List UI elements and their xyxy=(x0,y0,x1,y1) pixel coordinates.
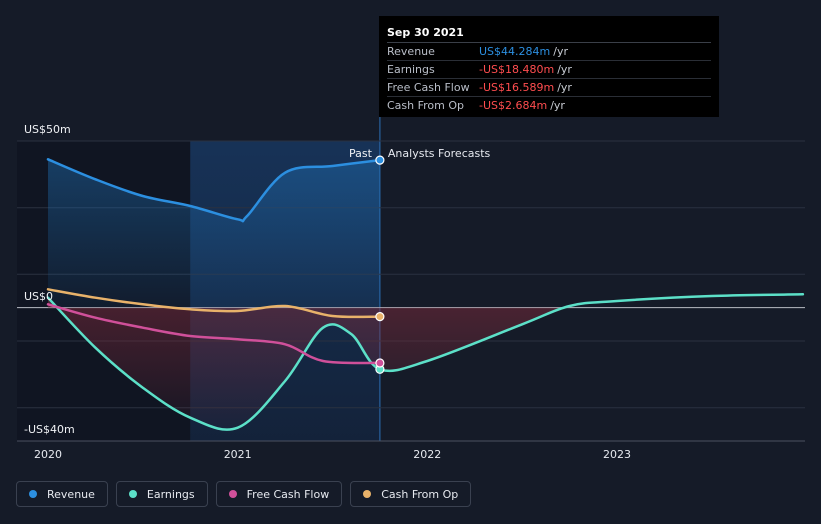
x-tick-label-2022: 2022 xyxy=(413,448,441,461)
x-tick-label-2021: 2021 xyxy=(224,448,252,461)
cash-from-op-line xyxy=(46,288,382,319)
revenue-marker xyxy=(375,155,385,165)
tooltip-row-unit: /yr xyxy=(553,45,568,58)
tooltip-row-unit: /yr xyxy=(557,81,572,94)
tooltip-panel: Sep 30 2021 Revenue US$44.284m/yr Earnings… xyxy=(379,16,719,117)
tooltip-row-value: -US$2.684m xyxy=(479,99,548,112)
tooltip-row-value: -US$18.480m xyxy=(479,63,555,76)
tooltip-row: Cash From Op -US$2.684m/yr xyxy=(387,97,711,114)
legend-item-label: Revenue xyxy=(47,487,95,501)
tooltip-row: Earnings -US$18.480m/yr xyxy=(387,61,711,79)
x-tick-label-2020: 2020 xyxy=(34,448,62,461)
chart-svg: US$50m US$0 -US$40m 2020 2021 2022 2023 Past Ana… xyxy=(17,16,805,461)
legend-dot-icon xyxy=(29,490,37,498)
x-tick-label-2023: 2023 xyxy=(603,448,631,461)
tooltip-row: Revenue US$44.284m/yr xyxy=(387,43,711,61)
free-cash-flow-line xyxy=(46,303,382,365)
forecast-label: Analysts Forecasts xyxy=(388,147,491,160)
legend-item-cash-from-op[interactable]: Cash From Op xyxy=(350,481,472,507)
tooltip-row-value: US$44.284m xyxy=(479,45,551,58)
y-axis-bottom-label: -US$40m xyxy=(24,423,75,436)
past-label: Past xyxy=(349,147,373,160)
earnings-line xyxy=(46,293,805,431)
legend-item-label: Earnings xyxy=(146,487,195,501)
legend-dot-icon xyxy=(228,490,237,498)
legend-item-free-cash-flow[interactable]: Free Cash Flow xyxy=(215,481,343,507)
y-axis-top-label: US$50m xyxy=(24,123,71,136)
tooltip-row-label: Cash From Op xyxy=(387,99,465,112)
tooltip-row: Free Cash Flow -US$16.589m/yr xyxy=(387,79,711,97)
legend-dot-icon xyxy=(128,490,137,498)
legend-dot-icon xyxy=(363,490,372,498)
legend: Revenue Earnings Free Cash Flow Cash From O… xyxy=(16,481,472,509)
legend-item-label: Free Cash Flow xyxy=(246,487,330,501)
tooltip-row-label: Revenue xyxy=(387,45,435,58)
earnings-area xyxy=(48,297,570,430)
tooltip-date: Sep 30 2021 xyxy=(387,24,711,43)
legend-item-revenue[interactable]: Revenue xyxy=(16,481,108,507)
revenue-line xyxy=(46,158,382,223)
legend-item-earnings[interactable]: Earnings xyxy=(115,481,208,507)
free-cash-flow-marker xyxy=(375,358,385,368)
tooltip-row-label: Free Cash Flow xyxy=(387,81,470,94)
y-axis-zero-label: US$0 xyxy=(24,290,53,303)
legend-item-label: Cash From Op xyxy=(381,487,459,501)
tooltip-row-unit: /yr xyxy=(550,99,565,112)
revenue-area xyxy=(48,159,380,308)
tooltip-row-value: -US$16.589m xyxy=(479,81,555,94)
tooltip-row-label: Earnings xyxy=(387,63,435,76)
cash-from-op-marker xyxy=(375,312,385,322)
tooltip-row-unit: /yr xyxy=(557,63,572,76)
